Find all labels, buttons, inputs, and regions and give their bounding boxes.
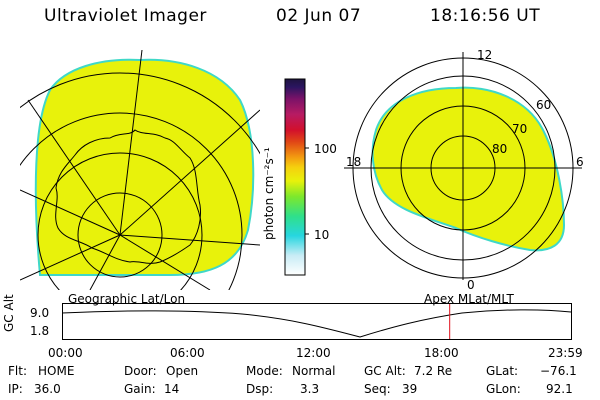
gain-value: 14 — [164, 382, 180, 396]
timeline-x-tick-2359: 23:59 — [548, 346, 583, 360]
right-map-caption: Apex MLat/MLT — [424, 292, 514, 306]
dsp-value: 3.3 — [300, 382, 320, 396]
glat-label: GLat: — [486, 364, 519, 378]
mlat-mlt-polar-plot — [344, 52, 582, 280]
mode-label: Mode: — [246, 364, 283, 378]
mlat-label-60: 60 — [536, 98, 552, 112]
mlt-label-12: 12 — [477, 48, 493, 62]
mlat-label-70: 70 — [512, 122, 528, 136]
dsp-label: Dsp: — [246, 382, 274, 396]
mlt-label-18: 18 — [346, 155, 362, 169]
timeline-x-tick-1200: 12:00 — [296, 346, 331, 360]
door-value: Open — [166, 364, 199, 378]
coastline — [55, 129, 201, 264]
timeline-plot — [62, 303, 572, 340]
timeline-y-tick-1-8: 1.8 — [30, 324, 50, 338]
door-label: Door: — [124, 364, 157, 378]
timeline-x-tick-0600: 06:00 — [170, 346, 205, 360]
gc-alt-curve — [62, 309, 572, 338]
auroral-emission-region — [371, 86, 566, 252]
seq-value: 39 — [402, 382, 418, 396]
flt-value: HOME — [38, 364, 75, 378]
flt-label: Flt: — [8, 364, 27, 378]
gc-alt-value: 7.2 Re — [414, 364, 453, 378]
mode-value: Normal — [292, 364, 336, 378]
auroral-emission-region — [34, 58, 255, 276]
colorbar — [284, 78, 309, 276]
left-map-caption: Geographic Lat/Lon — [68, 292, 186, 306]
gain-label: Gain: — [124, 382, 156, 396]
observation-time: 18:16:56 UT — [430, 6, 541, 26]
ip-value: 36.0 — [34, 382, 61, 396]
timeline-x-tick-1800: 18:00 — [424, 346, 459, 360]
colorbar-tick-100: 100 — [314, 142, 337, 156]
gc-alt-label: GC Alt: — [364, 364, 406, 378]
colorbar-tick-10: 10 — [314, 228, 330, 242]
seq-label: Seq: — [364, 382, 391, 396]
timeline-x-tick-0000: 00:00 — [48, 346, 83, 360]
timeline-y-tick-9: 9.0 — [30, 306, 50, 320]
observation-date: 02 Jun 07 — [276, 6, 362, 26]
mlt-label-0: 0 — [467, 278, 475, 292]
glon-label: GLon: — [486, 382, 521, 396]
colorbar-unit-label: photon cm⁻²s⁻¹ — [262, 147, 276, 240]
glon-value: 92.1 — [546, 382, 573, 396]
glat-value: −76.1 — [540, 364, 577, 378]
ip-label: IP: — [8, 382, 23, 396]
timeline-y-axis-label: GC Alt — [2, 294, 16, 332]
mlt-label-6: 6 — [576, 155, 584, 169]
mlat-label-80: 80 — [492, 142, 508, 156]
geographic-map — [20, 49, 260, 290]
instrument-title: Ultraviolet Imager — [44, 6, 207, 26]
